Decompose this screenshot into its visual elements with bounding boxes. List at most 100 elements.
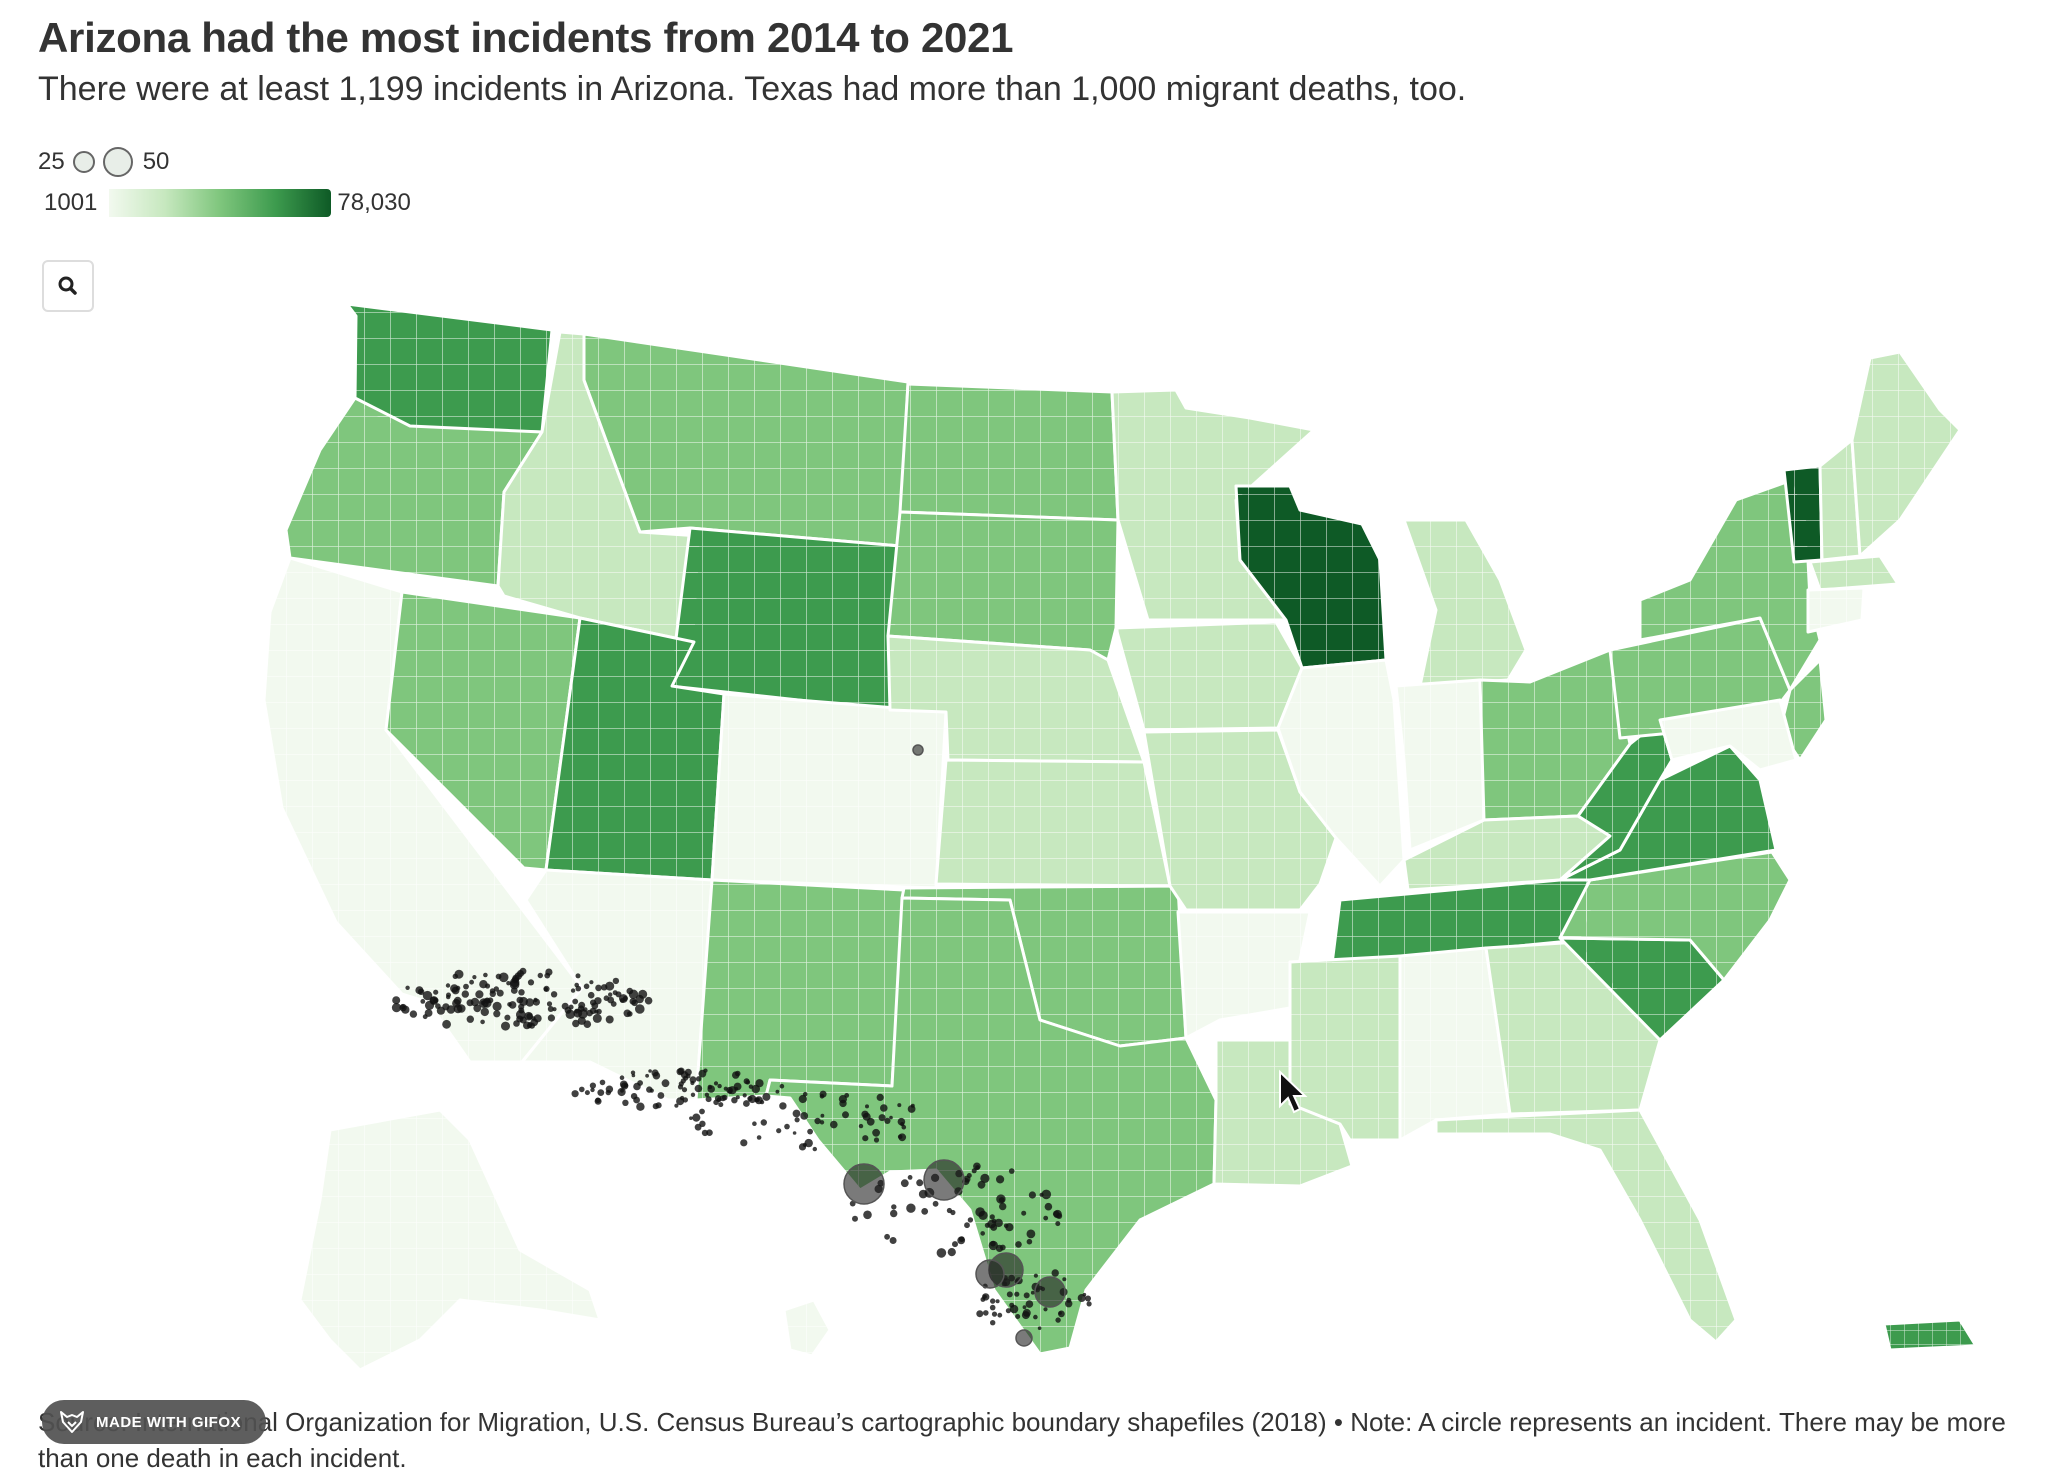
incident-marker[interactable] — [564, 1006, 572, 1014]
incident-marker[interactable] — [932, 1200, 939, 1207]
incident-marker[interactable] — [889, 1115, 893, 1120]
incident-marker[interactable] — [699, 1108, 705, 1115]
incident-marker[interactable] — [575, 973, 581, 979]
incident-marker[interactable] — [409, 1010, 418, 1018]
incident-marker[interactable] — [991, 1311, 998, 1317]
incident-marker[interactable] — [466, 1015, 474, 1023]
incident-marker[interactable] — [1026, 1238, 1033, 1245]
incident-marker[interactable] — [990, 1240, 996, 1247]
incident-marker[interactable] — [507, 1002, 512, 1007]
incident-marker-large[interactable] — [923, 1159, 965, 1201]
incident-marker[interactable] — [731, 1097, 738, 1104]
incident-marker[interactable] — [989, 1214, 995, 1220]
incident-marker[interactable] — [636, 1102, 645, 1111]
incident-marker[interactable] — [543, 985, 550, 993]
incident-marker[interactable] — [936, 1248, 947, 1258]
incident-marker[interactable] — [884, 1117, 891, 1124]
incident-marker[interactable] — [469, 979, 474, 985]
incident-marker[interactable] — [519, 967, 527, 975]
incident-marker[interactable] — [512, 974, 520, 982]
incident-marker[interactable] — [707, 1085, 715, 1093]
incident-marker[interactable] — [446, 994, 451, 1000]
incident-marker[interactable] — [1009, 1302, 1015, 1308]
incident-marker[interactable] — [690, 1092, 696, 1098]
incident-marker[interactable] — [547, 1006, 554, 1012]
zoom-search-button[interactable] — [42, 260, 94, 312]
incident-marker[interactable] — [982, 1294, 987, 1299]
incident-marker[interactable] — [1041, 1189, 1052, 1200]
incident-marker[interactable] — [420, 999, 426, 1004]
incident-marker[interactable] — [966, 1173, 972, 1178]
incident-marker[interactable] — [612, 990, 618, 996]
incident-marker[interactable] — [897, 1117, 906, 1126]
incident-marker[interactable] — [530, 1018, 539, 1027]
incident-marker[interactable] — [544, 972, 551, 979]
incident-marker[interactable] — [400, 1004, 406, 1010]
incident-marker[interactable] — [612, 977, 620, 985]
incident-marker[interactable] — [804, 1138, 813, 1148]
incident-marker[interactable] — [983, 1310, 989, 1316]
incident-marker[interactable] — [510, 987, 518, 994]
incident-marker[interactable] — [518, 989, 525, 996]
incident-marker-large[interactable] — [1034, 1276, 1066, 1308]
incident-marker-large[interactable] — [1015, 1329, 1033, 1347]
state-massachusetts[interactable] — [1808, 554, 1900, 592]
incident-marker[interactable] — [898, 1133, 907, 1142]
incident-marker[interactable] — [526, 1013, 533, 1020]
incident-marker[interactable] — [1037, 1326, 1042, 1330]
incident-marker[interactable] — [760, 1119, 767, 1126]
incident-marker[interactable] — [798, 1094, 807, 1104]
incident-marker[interactable] — [812, 1146, 817, 1152]
incident-marker[interactable] — [1014, 1291, 1020, 1297]
incident-marker[interactable] — [473, 1004, 482, 1013]
incident-marker[interactable] — [587, 991, 595, 999]
incident-marker[interactable] — [990, 1320, 996, 1326]
incident-marker[interactable] — [784, 1123, 790, 1130]
incident-marker[interactable] — [701, 1129, 709, 1137]
incident-marker[interactable] — [1006, 1291, 1013, 1298]
incident-marker[interactable] — [759, 1099, 765, 1105]
incident-marker[interactable] — [442, 1019, 451, 1029]
incident-marker[interactable] — [592, 1013, 602, 1023]
incident-marker[interactable] — [1022, 1305, 1027, 1310]
incident-marker[interactable] — [493, 986, 499, 992]
incident-marker[interactable] — [863, 1210, 872, 1220]
incident-marker-large[interactable] — [843, 1163, 885, 1205]
incident-marker[interactable] — [996, 1175, 1005, 1184]
incident-marker[interactable] — [492, 1001, 502, 1012]
incident-marker[interactable] — [533, 997, 538, 1003]
incident-marker[interactable] — [516, 1009, 526, 1020]
incident-marker[interactable] — [842, 1111, 849, 1119]
incident-marker[interactable] — [1086, 1301, 1092, 1307]
incident-marker[interactable] — [692, 1113, 701, 1122]
incident-marker[interactable] — [475, 990, 484, 999]
incident-marker[interactable] — [704, 1092, 710, 1098]
incident-marker[interactable] — [976, 1310, 984, 1318]
incident-marker[interactable] — [513, 1020, 520, 1027]
incident-marker[interactable] — [681, 1087, 688, 1093]
incident-marker[interactable] — [496, 989, 504, 997]
state-north-dakota[interactable] — [898, 382, 1120, 522]
incident-marker[interactable] — [723, 1086, 728, 1091]
incident-marker[interactable] — [921, 1208, 929, 1215]
incident-marker[interactable] — [1025, 1300, 1034, 1308]
incident-marker[interactable] — [718, 1102, 724, 1108]
incident-marker[interactable] — [798, 1143, 807, 1151]
incident-marker[interactable] — [682, 1097, 688, 1103]
incident-marker[interactable] — [1062, 1277, 1067, 1282]
incident-marker[interactable] — [1021, 1311, 1030, 1320]
incident-marker[interactable] — [794, 1117, 800, 1123]
state-wyoming[interactable] — [668, 526, 902, 712]
incident-marker[interactable] — [482, 998, 492, 1008]
incident-marker[interactable] — [792, 1131, 797, 1135]
incident-marker[interactable] — [605, 981, 615, 991]
incident-marker[interactable] — [1066, 1297, 1072, 1303]
incident-marker[interactable] — [689, 1116, 693, 1120]
incident-marker[interactable] — [907, 1175, 913, 1180]
incident-marker[interactable] — [872, 1128, 880, 1137]
incident-marker[interactable] — [619, 1075, 625, 1080]
incident-marker[interactable] — [595, 984, 602, 992]
incident-marker[interactable] — [605, 1085, 614, 1093]
state-puerto-rico[interactable] — [1882, 1318, 1978, 1352]
incident-marker[interactable] — [392, 996, 401, 1005]
